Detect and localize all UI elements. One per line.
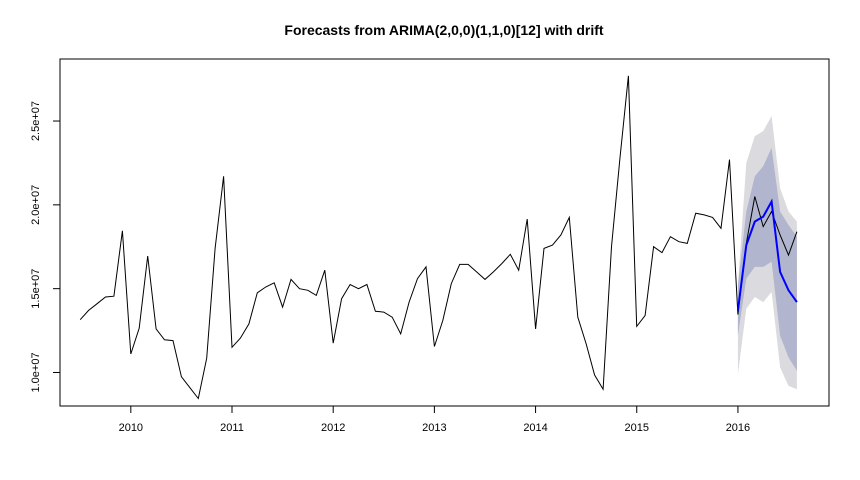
y-tick-label: 2.5e+07 (30, 101, 42, 141)
forecast-bands (737, 116, 797, 390)
x-tick-label: 2013 (422, 422, 446, 434)
forecast-line (736, 198, 798, 311)
x-axis: 2010 2011 2012 2013 2014 2015 2016 (119, 405, 750, 434)
observed-line (79, 75, 798, 400)
x-tick-label: 2011 (220, 422, 244, 434)
series-lines (79, 75, 798, 400)
x-tick-label: 2015 (625, 422, 649, 434)
x-tick-label: 2016 (726, 422, 750, 434)
plot-frame (59, 58, 830, 407)
y-axis: 1.0e+07 1.5e+07 2.0e+07 2.5e+07 (30, 101, 61, 393)
x-tick-label: 2014 (523, 422, 547, 434)
x-tick-label: 2012 (321, 422, 345, 434)
band-80 (737, 147, 797, 371)
x-tick-label: 2010 (119, 422, 143, 434)
y-tick-label: 2.0e+07 (30, 185, 42, 225)
chart-title: Forecasts from ARIMA(2,0,0)(1,1,0)[12] w… (284, 22, 604, 38)
y-tick-label: 1.5e+07 (30, 269, 42, 309)
y-tick-label: 1.0e+07 (30, 352, 42, 392)
